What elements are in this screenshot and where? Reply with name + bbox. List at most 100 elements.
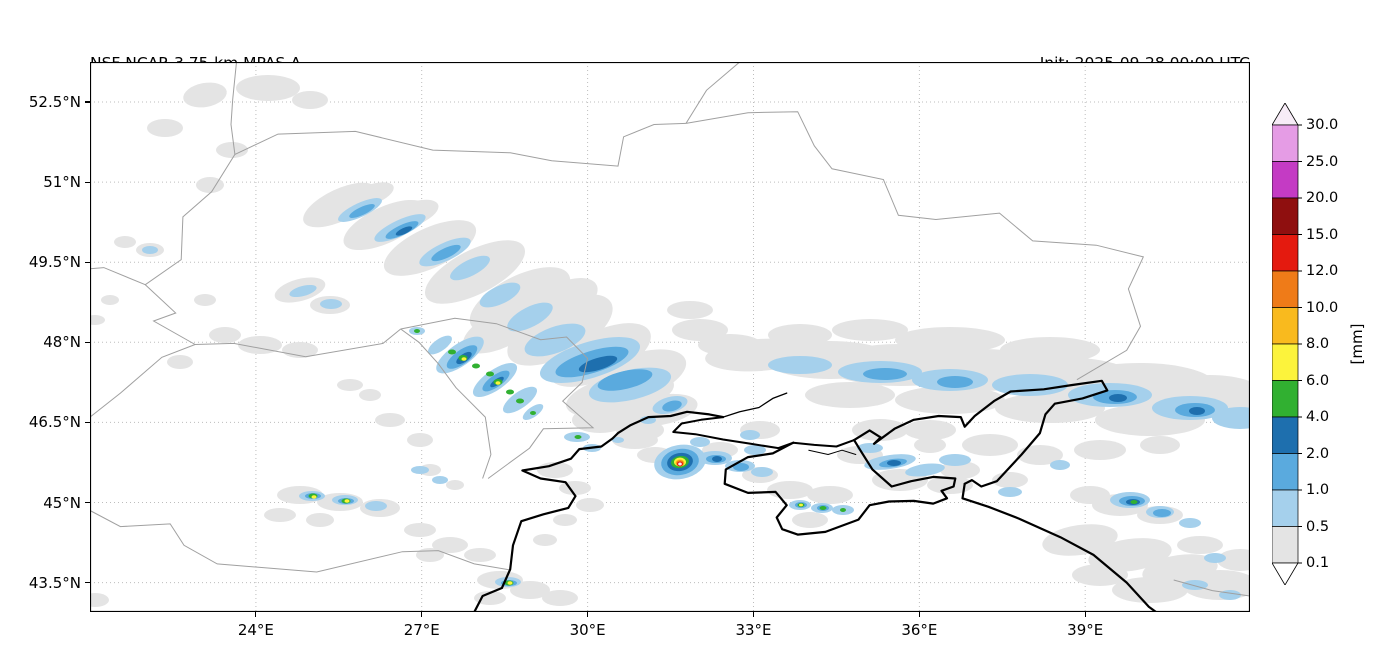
- x-tick-label: 27°E: [403, 621, 440, 639]
- precip-blob: [895, 386, 1005, 414]
- precip-blob: [1000, 337, 1100, 363]
- country-border: [195, 328, 402, 358]
- colorbar-segment: [1271, 307, 1299, 345]
- precip-blob: [840, 508, 846, 512]
- precip-blob: [196, 177, 224, 193]
- colorbar-segment: [1271, 161, 1299, 199]
- coastline: [722, 392, 788, 418]
- precip-blob: [236, 75, 300, 101]
- y-tick-label: 49.5°N: [28, 253, 81, 272]
- precip-blob: [461, 357, 467, 361]
- y-tick-label: 51°N: [43, 173, 81, 192]
- y-tick-mark: [85, 582, 90, 584]
- country-border: [400, 317, 595, 479]
- precip-blob: [597, 369, 653, 391]
- precip-blob: [740, 430, 760, 440]
- colorbar-tick-label: 15.0: [1306, 226, 1339, 243]
- precip-blob: [612, 437, 624, 443]
- precip-blob: [530, 411, 536, 415]
- precip-blob: [1088, 538, 1172, 572]
- colorbar-tick-label: 6.0: [1306, 372, 1330, 389]
- precip-blob: [414, 329, 420, 333]
- colorbar-tick-label: 4.0: [1306, 409, 1330, 425]
- colorbar-tick-label: 2.0: [1306, 445, 1330, 462]
- precip-blob: [792, 512, 828, 528]
- precip-blob: [1153, 509, 1171, 517]
- country-border: [90, 284, 197, 418]
- y-tick-mark: [85, 181, 90, 183]
- precip-blob: [507, 581, 513, 585]
- coastline: [961, 482, 1158, 612]
- precip-blob: [799, 503, 803, 507]
- precip-blob: [572, 407, 628, 433]
- precip-blob: [937, 376, 973, 388]
- precip-blob: [486, 371, 494, 377]
- precip-blob: [857, 443, 883, 453]
- colorbar-tick-label: 30.0: [1306, 117, 1339, 133]
- colorbar-under-arrow: [1271, 562, 1299, 586]
- precip-blob: [767, 481, 813, 499]
- precip-blob: [559, 481, 591, 495]
- precip-blob: [114, 236, 136, 248]
- country-border: [234, 122, 687, 167]
- colorbar-tick-label: 25.0: [1306, 153, 1339, 170]
- y-tick-label: 45°N: [43, 493, 81, 512]
- precip-blob: [1042, 524, 1118, 556]
- precip-blob: [887, 460, 901, 466]
- precip-blob: [404, 523, 436, 537]
- x-tick-label: 33°E: [735, 621, 772, 639]
- colorbar: [1271, 102, 1303, 586]
- precip-blob: [431, 244, 461, 262]
- precip-blob: [346, 182, 394, 208]
- precip-blob: [90, 315, 105, 325]
- precip-blob: [863, 368, 907, 380]
- precip-blob: [533, 534, 557, 546]
- colorbar-segment: [1271, 197, 1299, 235]
- colorbar-segment: [1271, 453, 1299, 491]
- colorbar-over-arrow: [1271, 102, 1299, 126]
- precip-blob: [383, 220, 477, 276]
- precip-blob: [311, 495, 317, 499]
- coastline: [473, 410, 725, 612]
- precip-blob: [432, 537, 468, 553]
- precip-blob: [344, 499, 350, 503]
- y-tick-mark: [85, 421, 90, 424]
- colorbar-segment: [1271, 343, 1299, 381]
- precip-blob: [751, 467, 773, 477]
- precip-blob: [1212, 407, 1250, 429]
- precip-blob: [359, 389, 381, 401]
- precip-blob: [1074, 440, 1126, 460]
- precip-blob: [264, 508, 296, 522]
- precip-blob: [712, 456, 722, 462]
- precip-blob: [507, 302, 553, 332]
- precip-blob: [506, 389, 514, 395]
- precip-blob: [450, 255, 490, 281]
- x-tick-label: 30°E: [569, 621, 606, 639]
- precip-blob: [416, 548, 444, 562]
- colorbar-segment: [1271, 489, 1299, 527]
- precip-blob: [905, 463, 945, 477]
- x-tick-label: 36°E: [901, 621, 938, 639]
- precip-blob: [962, 434, 1018, 456]
- precip-blob: [516, 398, 524, 404]
- precip-blob: [194, 294, 216, 306]
- colorbar-tick-label: 20.0: [1306, 190, 1339, 206]
- precip-blob: [320, 299, 342, 309]
- precip-blob: [927, 476, 973, 494]
- y-tick-mark: [85, 501, 90, 504]
- colorbar-tick-label: 0.1: [1306, 555, 1330, 571]
- country-border: [90, 62, 237, 286]
- x-tick-label: 24°E: [237, 621, 274, 639]
- y-tick-mark: [85, 101, 90, 103]
- precip-blob: [904, 420, 956, 440]
- precip-blob: [1219, 590, 1241, 600]
- precip-blob: [90, 593, 109, 607]
- colorbar-segment: [1271, 526, 1299, 564]
- x-tick-mark: [255, 612, 257, 617]
- colorbar-tick-label: 1.0: [1306, 482, 1330, 498]
- colorbar-scale: [1271, 102, 1302, 586]
- x-tick-label: 39°E: [1067, 621, 1104, 639]
- country-border: [90, 510, 510, 573]
- precip-blob: [807, 486, 853, 504]
- precip-blob: [183, 82, 227, 108]
